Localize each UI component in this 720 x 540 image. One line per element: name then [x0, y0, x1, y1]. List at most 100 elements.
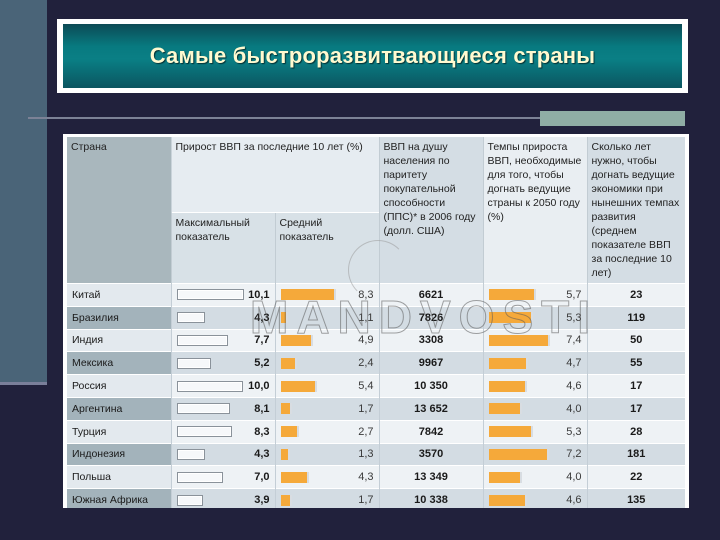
required-growth-value: 4,7	[566, 357, 582, 370]
country-name: Турция	[67, 419, 171, 444]
gdp-per-capita-value: 10 350	[378, 374, 483, 398]
years-to-catch-up-value: 17	[586, 396, 685, 421]
max-growth-bar	[176, 334, 228, 346]
country-label: Россия	[72, 380, 107, 393]
gdp-per-capita-value: 9967	[378, 351, 483, 375]
gdp-per-capita-value: 13 652	[378, 396, 483, 421]
country-name: Китай	[67, 283, 171, 307]
gdp-per-capita-value: 7826	[378, 305, 483, 330]
country-label: Аргентина	[72, 402, 123, 415]
gdp-per-capita-value: 7842	[378, 419, 483, 444]
max-growth-cell: 10,0	[170, 374, 275, 398]
table-row: Польша 7,0 4,3 13 349 4,0 22	[67, 465, 685, 489]
required-growth-cell: 7,2	[482, 442, 587, 466]
header-required-growth: Темпы прироста ВВП, необходимые для того…	[482, 137, 587, 284]
avg-growth-value: 1,1	[358, 311, 374, 324]
country-name: Индия	[67, 328, 171, 352]
required-growth-bar	[488, 380, 527, 392]
avg-growth-cell: 4,9	[274, 328, 379, 352]
required-growth-bar	[488, 357, 528, 369]
required-growth-bar	[488, 448, 549, 460]
country-name: Мексика	[67, 351, 171, 375]
max-growth-value: 3,9	[254, 494, 270, 507]
max-growth-value: 7,7	[254, 334, 270, 347]
divider-block	[540, 111, 685, 126]
header-gdp-growth: Прирост ВВП за последние 10 лет (%)	[170, 137, 379, 213]
max-growth-value: 4,3	[254, 311, 270, 324]
data-table-panel: Страна Прирост ВВП за последние 10 лет (…	[63, 134, 689, 508]
avg-growth-cell: 2,7	[274, 419, 379, 444]
years-to-catch-up-value: 135	[586, 488, 685, 508]
title-banner: Самые быстроразвитвающиеся страны	[63, 24, 682, 88]
max-growth-cell: 7,0	[170, 465, 275, 489]
max-growth-cell: 5,2	[170, 351, 275, 375]
years-to-catch-up-value: 55	[586, 351, 685, 375]
header-country: Страна	[67, 137, 171, 284]
max-growth-bar	[176, 448, 205, 460]
table-row: Индонезия 4,3 1,3 3570 7,2 181	[67, 442, 685, 466]
max-growth-cell: 3,9	[170, 488, 275, 508]
country-label: Индия	[72, 334, 104, 347]
years-to-catch-up-value: 22	[586, 465, 685, 489]
max-growth-bar	[176, 380, 243, 392]
country-name: Польша	[67, 465, 171, 489]
table-row: Южная Африка 3,9 1,7 10 338 4,6 135	[67, 488, 685, 508]
avg-growth-bar	[280, 380, 317, 392]
years-to-catch-up-value: 28	[586, 419, 685, 444]
max-growth-cell: 10,1	[170, 283, 275, 307]
avg-growth-value: 4,9	[358, 334, 374, 347]
max-growth-value: 10,0	[248, 380, 270, 393]
gdp-per-capita-value: 3308	[378, 328, 483, 352]
years-to-catch-up-value: 119	[586, 305, 685, 330]
country-label: Мексика	[72, 357, 114, 370]
required-growth-cell: 4,0	[482, 465, 587, 489]
gdp-per-capita-value: 10 338	[378, 488, 483, 508]
gdp-per-capita-value: 3570	[378, 442, 483, 466]
years-to-catch-up-value: 181	[586, 442, 685, 466]
country-name: Бразилия	[67, 305, 171, 330]
required-growth-cell: 4,0	[482, 396, 587, 421]
max-growth-cell: 8,1	[170, 396, 275, 421]
avg-growth-bar	[280, 471, 309, 483]
max-growth-value: 7,0	[254, 471, 270, 484]
avg-growth-bar	[280, 289, 336, 301]
avg-growth-value: 1,7	[358, 494, 374, 507]
required-growth-bar	[488, 471, 522, 483]
avg-growth-cell: 5,4	[274, 374, 379, 398]
required-growth-cell: 4,7	[482, 351, 587, 375]
slide-title: Самые быстроразвитвающиеся страны	[149, 43, 596, 68]
avg-growth-value: 8,3	[358, 288, 374, 301]
required-growth-value: 4,0	[566, 471, 582, 484]
table-row: Индия 7,7 4,9 3308 7,4 50	[67, 328, 685, 352]
max-growth-value: 8,1	[254, 402, 270, 415]
avg-growth-cell: 2,4	[274, 351, 379, 375]
max-growth-value: 4,3	[254, 448, 270, 461]
table-row: Китай 10,1 8,3 6621 5,7 23	[67, 283, 685, 307]
max-growth-value: 8,3	[254, 425, 270, 438]
required-growth-cell: 5,3	[482, 419, 587, 444]
required-growth-bar	[488, 494, 527, 506]
left-decor-bar	[0, 0, 47, 385]
required-growth-bar	[488, 426, 533, 438]
required-growth-cell: 5,3	[482, 305, 587, 330]
header-avg: Средний показатель	[274, 211, 379, 284]
country-name: Индонезия	[67, 442, 171, 466]
header-gdp-per-capita: ВВП на душу населения по паритету покупа…	[378, 137, 483, 284]
max-growth-cell: 4,3	[170, 305, 275, 330]
country-label: Китай	[72, 288, 101, 301]
avg-growth-cell: 1,1	[274, 305, 379, 330]
avg-growth-value: 2,7	[358, 425, 374, 438]
divider-line	[28, 117, 684, 119]
avg-growth-value: 1,3	[358, 448, 374, 461]
country-label: Южная Африка	[72, 494, 149, 507]
avg-growth-value: 1,7	[358, 402, 374, 415]
growth-table: Страна Прирост ВВП за последние 10 лет (…	[67, 137, 685, 508]
required-growth-cell: 5,7	[482, 283, 587, 307]
avg-growth-bar	[280, 448, 290, 460]
required-growth-value: 4,6	[566, 494, 582, 507]
required-growth-value: 7,2	[566, 448, 582, 461]
avg-growth-value: 2,4	[358, 357, 374, 370]
years-to-catch-up-value: 23	[586, 283, 685, 307]
years-to-catch-up-value: 50	[586, 328, 685, 352]
avg-growth-cell: 8,3	[274, 283, 379, 307]
